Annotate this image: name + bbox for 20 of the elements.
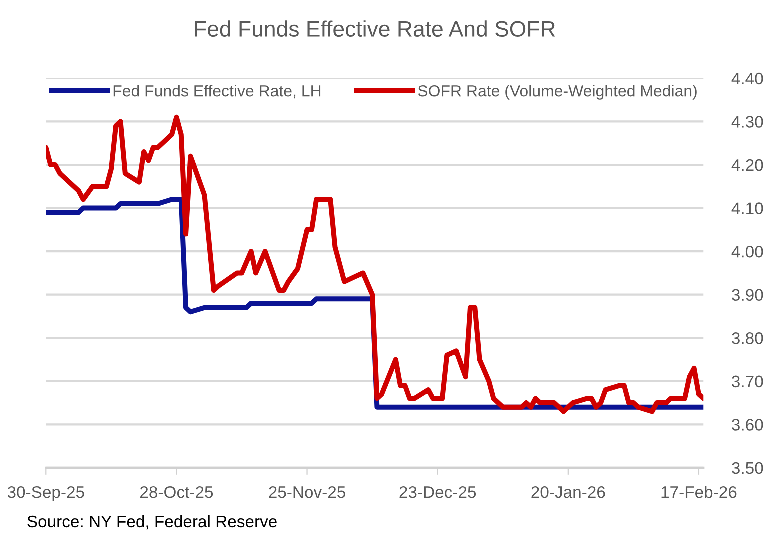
y-tick-label: 4.40	[732, 72, 764, 85]
x-tick-label: 17-Feb-26	[662, 486, 737, 498]
x-tick-label: 30-Sep-25	[8, 486, 84, 502]
chart-title: Fed Funds Effective Rate And SOFR	[195, 20, 556, 37]
legend-label: Fed Funds Effective Rate, LH	[114, 85, 321, 99]
y-tick-label: 3.70	[732, 376, 764, 388]
x-tick-label: 28-Oct-25	[140, 486, 214, 498]
y-tick-label: 3.60	[732, 419, 764, 431]
x-tick-label: 20-Jan-26	[532, 486, 606, 498]
y-tick-label: 3.80	[732, 332, 764, 344]
y-tick-label: 4.20	[732, 159, 764, 172]
x-tick-label: 25-Nov-25	[269, 486, 346, 498]
y-tick-label: 4.30	[732, 116, 764, 128]
x-tick-label: 23-Dec-25	[400, 486, 476, 498]
source-note: Source: NY Fed, Federal Reserve	[28, 515, 277, 530]
y-tick-label: 3.90	[732, 289, 764, 302]
y-tick-label: 3.50	[732, 462, 764, 474]
legend-label: SOFR Rate (Volume-Weighted Median)	[418, 85, 697, 100]
y-tick-label: 4.10	[732, 202, 764, 214]
y-tick-label: 4.00	[732, 246, 764, 258]
